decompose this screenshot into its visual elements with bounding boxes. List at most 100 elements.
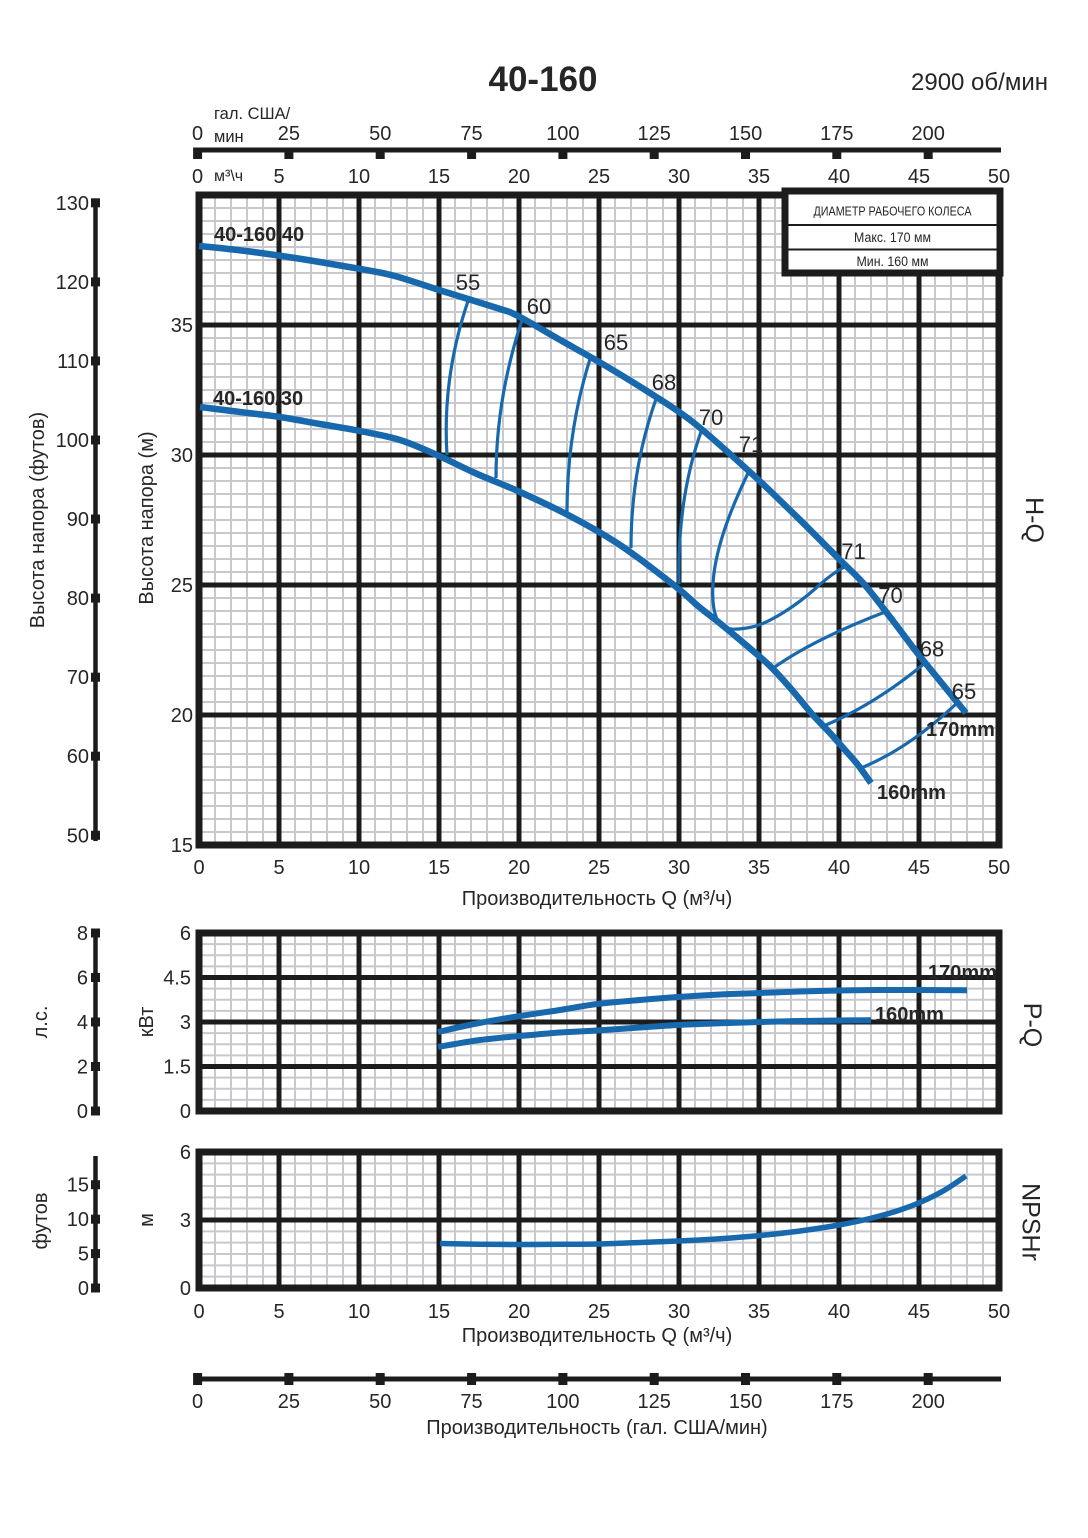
svg-text:4.5: 4.5 <box>163 968 191 990</box>
svg-text:20: 20 <box>508 166 530 188</box>
svg-text:68: 68 <box>920 637 944 662</box>
svg-text:м³\ч: м³\ч <box>214 168 243 185</box>
svg-text:8: 8 <box>77 923 88 945</box>
svg-text:25: 25 <box>588 166 610 188</box>
svg-text:Высота напора (футов): Высота напора (футов) <box>27 412 49 628</box>
svg-text:Производительность (гал. США/м: Производительность (гал. США/мин) <box>426 1417 767 1439</box>
svg-text:120: 120 <box>56 272 89 294</box>
svg-text:2: 2 <box>77 1057 88 1079</box>
svg-text:30: 30 <box>668 857 690 879</box>
svg-text:25: 25 <box>278 1391 300 1413</box>
svg-text:Производительность Q (м³/ч): Производительность Q (м³/ч) <box>462 888 733 910</box>
svg-text:кВт: кВт <box>136 1007 158 1038</box>
svg-text:150: 150 <box>729 123 762 145</box>
svg-text:25: 25 <box>588 857 610 879</box>
svg-text:0: 0 <box>180 1101 191 1123</box>
svg-text:100: 100 <box>546 123 579 145</box>
svg-text:3: 3 <box>180 1012 191 1034</box>
svg-text:0: 0 <box>192 123 203 145</box>
svg-text:3: 3 <box>180 1210 191 1232</box>
svg-text:71: 71 <box>739 432 763 457</box>
svg-text:40-160: 40-160 <box>489 60 598 99</box>
svg-text:70: 70 <box>699 405 723 430</box>
svg-text:Мин. 160 мм: Мин. 160 мм <box>857 254 929 269</box>
svg-text:110: 110 <box>57 351 89 373</box>
svg-text:55: 55 <box>456 270 480 295</box>
svg-text:6: 6 <box>180 1142 191 1164</box>
svg-text:15: 15 <box>428 166 450 188</box>
svg-text:0: 0 <box>192 1391 203 1413</box>
svg-text:25: 25 <box>278 123 300 145</box>
svg-text:125: 125 <box>638 1391 671 1413</box>
svg-text:40-160/40: 40-160/40 <box>214 224 304 246</box>
svg-text:2900 об/мин: 2900 об/мин <box>911 69 1048 96</box>
svg-text:15: 15 <box>428 857 450 879</box>
svg-text:1.5: 1.5 <box>163 1057 191 1079</box>
svg-text:50: 50 <box>988 857 1010 879</box>
svg-text:50: 50 <box>67 825 89 847</box>
svg-text:65: 65 <box>952 679 976 704</box>
svg-text:35: 35 <box>748 857 770 879</box>
svg-text:35: 35 <box>748 1301 770 1323</box>
svg-text:10: 10 <box>67 1209 89 1231</box>
svg-text:170mm: 170mm <box>926 719 995 741</box>
svg-text:130: 130 <box>56 193 89 215</box>
svg-text:футов: футов <box>30 1193 52 1250</box>
svg-text:90: 90 <box>67 509 89 531</box>
svg-text:80: 80 <box>67 588 89 610</box>
svg-text:5: 5 <box>273 857 284 879</box>
svg-text:75: 75 <box>460 1391 482 1413</box>
svg-text:100: 100 <box>546 1391 579 1413</box>
svg-text:200: 200 <box>911 1391 944 1413</box>
svg-text:30: 30 <box>171 445 193 467</box>
svg-text:5: 5 <box>78 1244 89 1266</box>
svg-text:л.с.: л.с. <box>30 1006 52 1039</box>
svg-text:50: 50 <box>988 1301 1010 1323</box>
svg-text:30: 30 <box>668 1301 690 1323</box>
svg-text:25: 25 <box>171 575 193 597</box>
svg-text:175: 175 <box>820 123 853 145</box>
svg-text:125: 125 <box>638 123 671 145</box>
svg-text:75: 75 <box>460 123 482 145</box>
svg-text:Макс. 170 мм: Макс. 170 мм <box>854 230 931 245</box>
svg-text:20: 20 <box>508 857 530 879</box>
svg-text:Высота напора (м): Высота напора (м) <box>136 431 158 604</box>
svg-text:5: 5 <box>273 1301 284 1323</box>
svg-text:20: 20 <box>508 1301 530 1323</box>
svg-text:160mm: 160mm <box>875 1004 944 1026</box>
svg-text:170mm: 170mm <box>928 962 997 984</box>
svg-text:70: 70 <box>878 583 902 608</box>
svg-text:50: 50 <box>369 123 391 145</box>
svg-text:5: 5 <box>273 166 284 188</box>
svg-text:мин: мин <box>214 128 244 146</box>
svg-text:15: 15 <box>67 1175 89 1197</box>
svg-text:45: 45 <box>908 857 930 879</box>
svg-text:100: 100 <box>56 430 89 452</box>
svg-text:гал. США/: гал. США/ <box>214 105 291 123</box>
svg-text:NPSHr: NPSHr <box>1016 1183 1044 1261</box>
svg-text:6: 6 <box>180 923 191 945</box>
svg-text:40: 40 <box>828 166 850 188</box>
svg-text:160mm: 160mm <box>877 782 946 804</box>
svg-text:45: 45 <box>908 1301 930 1323</box>
svg-text:40: 40 <box>828 857 850 879</box>
svg-text:4: 4 <box>77 1012 88 1034</box>
svg-text:10: 10 <box>348 1301 370 1323</box>
svg-text:0: 0 <box>193 1301 204 1323</box>
svg-text:0: 0 <box>193 857 204 879</box>
svg-text:6: 6 <box>77 968 88 990</box>
svg-text:200: 200 <box>911 123 944 145</box>
svg-text:10: 10 <box>348 166 370 188</box>
svg-text:ДИАМЕТР РАБОЧЕГО КОЛЕСА: ДИАМЕТР РАБОЧЕГО КОЛЕСА <box>814 205 973 219</box>
svg-text:0: 0 <box>78 1278 89 1300</box>
svg-text:м: м <box>136 1213 158 1227</box>
svg-text:71: 71 <box>841 539 865 564</box>
svg-text:40-160/30: 40-160/30 <box>213 388 303 410</box>
svg-text:0: 0 <box>77 1101 88 1123</box>
svg-text:65: 65 <box>604 330 628 355</box>
svg-text:68: 68 <box>652 370 676 395</box>
svg-text:P-Q: P-Q <box>1018 1003 1046 1047</box>
svg-text:45: 45 <box>908 166 930 188</box>
svg-text:Производительность Q (м³/ч): Производительность Q (м³/ч) <box>462 1325 733 1347</box>
svg-text:20: 20 <box>171 705 193 727</box>
